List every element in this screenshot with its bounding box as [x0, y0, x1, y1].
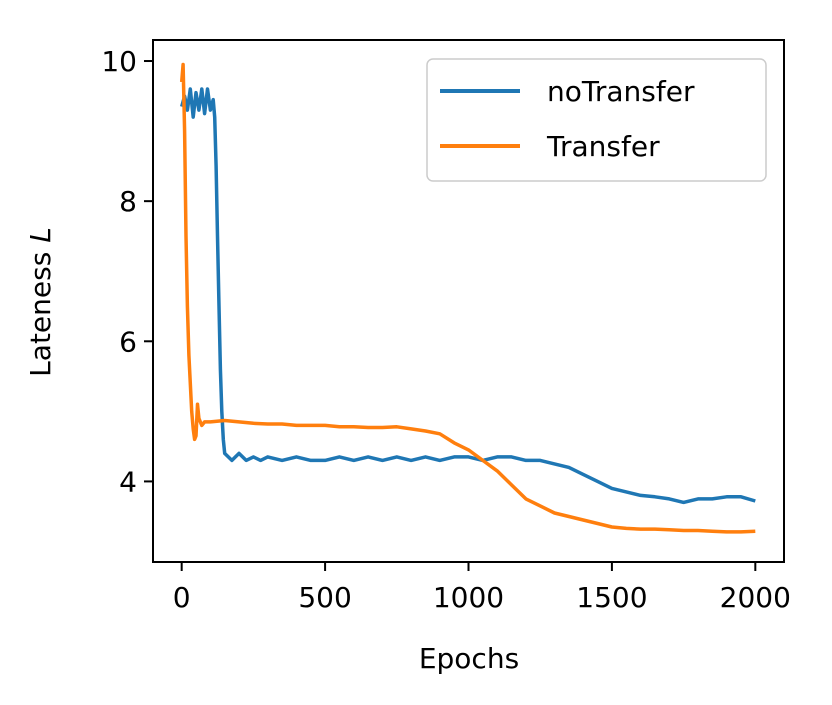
y-tick-label: 8	[119, 185, 137, 218]
y-tick-label: 10	[101, 45, 137, 78]
y-axis-title-symbol: L	[24, 227, 57, 243]
legend-label-transfer: Transfer	[546, 130, 660, 163]
y-axis-title: Lateness L	[24, 227, 57, 377]
series-line-notransfer	[180, 87, 756, 505]
x-tick-label: 0	[173, 581, 191, 614]
x-axis-ticks: 0 500 1000 1500 2000	[173, 562, 791, 614]
legend: noTransfer Transfer	[426, 58, 767, 182]
x-tick-label: 1500	[576, 581, 647, 614]
x-tick-label: 1000	[433, 581, 504, 614]
x-tick-label: 2000	[720, 581, 791, 614]
y-tick-label: 6	[119, 325, 137, 358]
y-tick-label: 4	[119, 465, 137, 498]
y-axis-title-text: Lateness	[24, 243, 57, 377]
x-tick-label: 500	[298, 581, 351, 614]
x-axis-title: Epochs	[419, 642, 519, 675]
series-layer	[179, 62, 756, 534]
legend-label-notransfer: noTransfer	[547, 75, 695, 108]
y-axis-ticks: 4 6 8 10	[101, 45, 153, 498]
series-line-transfer	[179, 62, 756, 534]
